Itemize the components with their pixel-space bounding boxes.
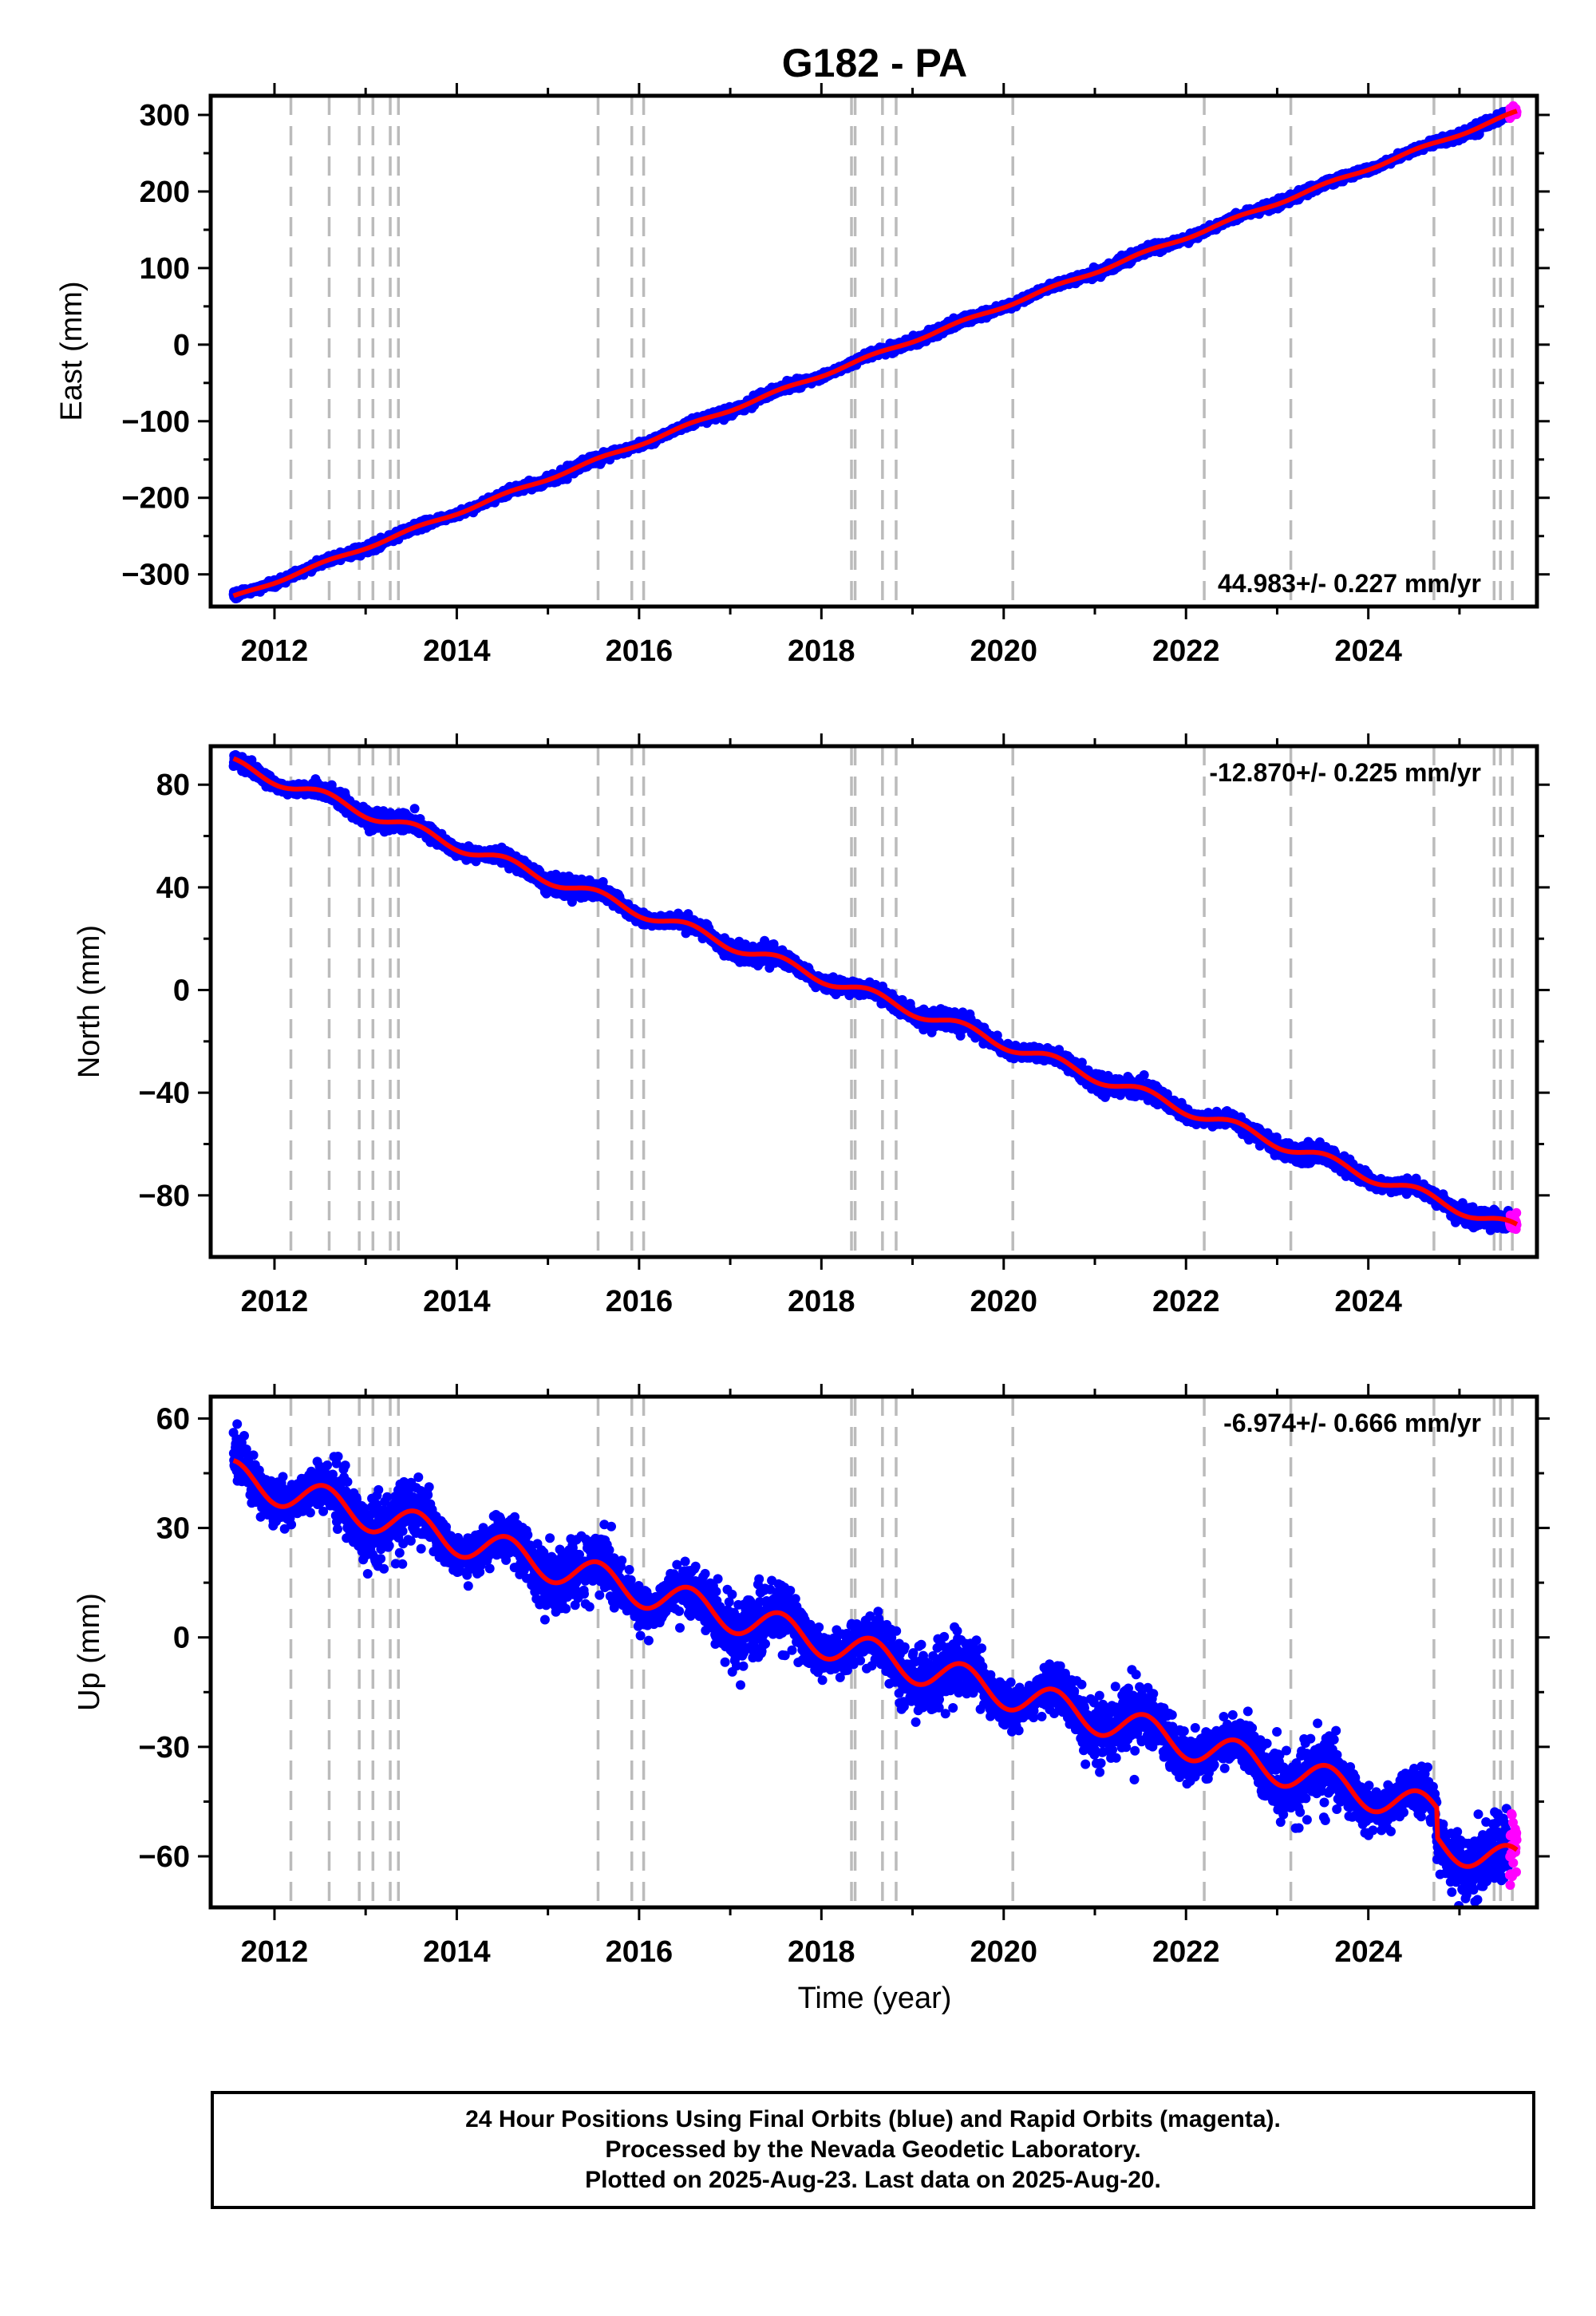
chart-title: G182 - PA <box>782 41 968 85</box>
fit-line-east <box>232 109 1518 599</box>
panels: 2012 2014 2016 2018 2020 2022 2024−300−200−100… <box>55 83 1550 1969</box>
panel-east: 2012 2014 2016 2018 2020 2022 2024−300−200−100… <box>55 83 1550 668</box>
event-lines-east <box>289 96 1514 607</box>
